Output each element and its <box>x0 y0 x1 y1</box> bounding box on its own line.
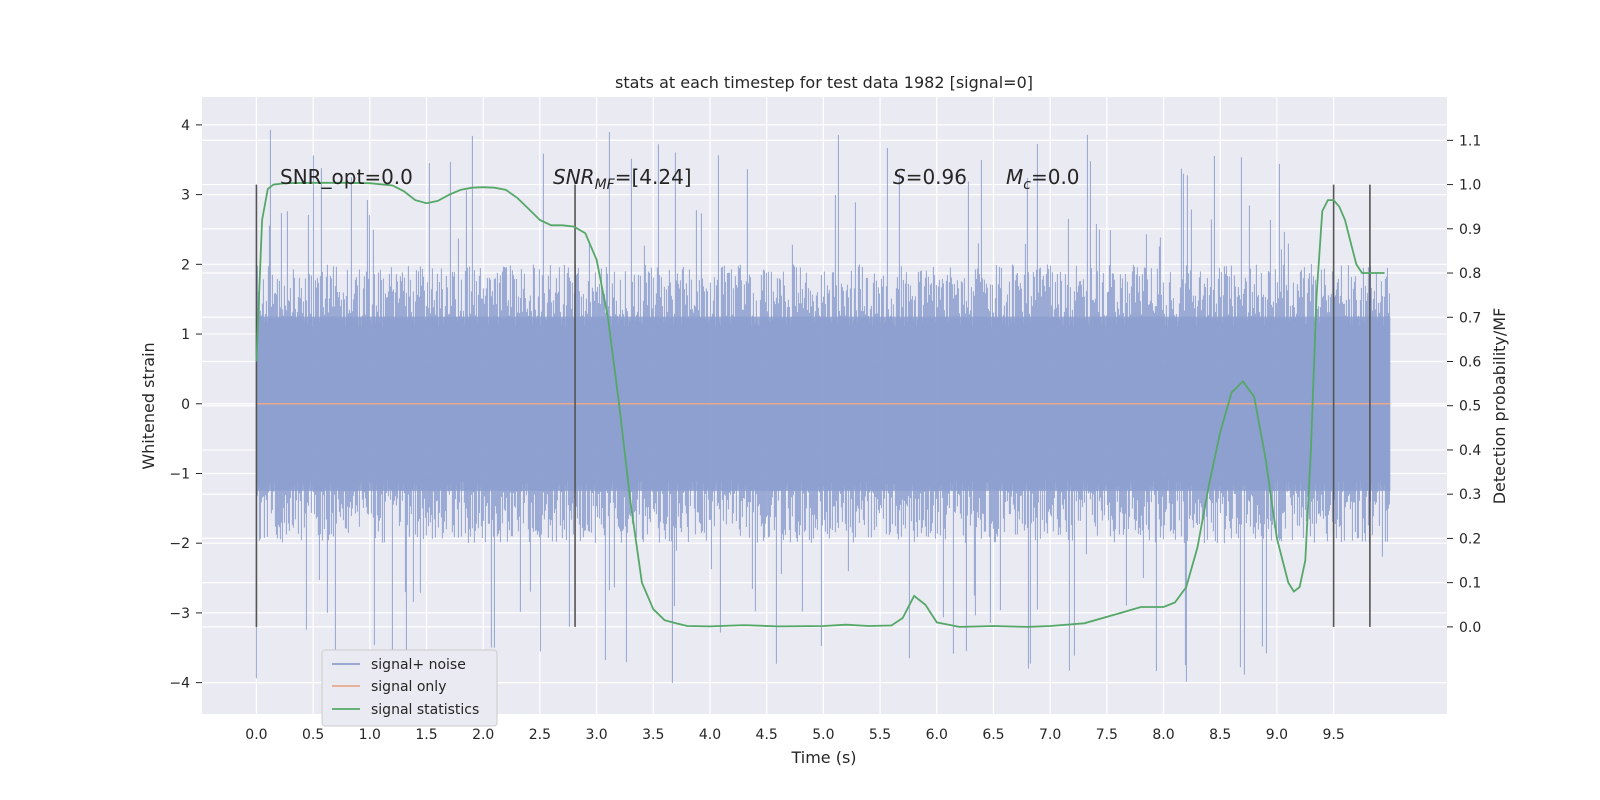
legend-box <box>321 649 498 727</box>
y2-tick-label: 1.1 <box>1459 133 1481 149</box>
y2-tick-label: 0.0 <box>1459 620 1481 636</box>
y-tick-label: 4 <box>181 118 190 134</box>
x-tick-label: 5.5 <box>869 727 891 743</box>
x-tick-label: 3.5 <box>642 727 664 743</box>
y2-tick-label: 0.6 <box>1459 354 1481 370</box>
annotation-snr-mf: SNRMF=[4.24] <box>553 165 692 193</box>
y-tick-label: −1 <box>169 466 190 482</box>
legend-label-signal-only: signal only <box>371 679 446 695</box>
annotation-s: S=0.96 <box>893 165 967 189</box>
x-tick-label: 1.5 <box>415 727 437 743</box>
x-tick-label: 2.0 <box>472 727 494 743</box>
y2-tick-label: 0.3 <box>1459 487 1481 503</box>
y-tick-label: −4 <box>169 676 190 692</box>
x-tick-label: 9.5 <box>1322 727 1344 743</box>
legend-label-signal-noise: signal+ noise <box>371 657 466 673</box>
y2-axis-ticks: 1.1 1.0 0.9 0.8 0.7 0.6 0.5 0.4 0.3 0.2 0.1 0.0 <box>1447 133 1481 636</box>
y-tick-label: −2 <box>169 536 190 552</box>
x-tick-label: 3.0 <box>585 727 607 743</box>
x-tick-label: 8.5 <box>1209 727 1231 743</box>
y-tick-label: 3 <box>181 188 190 204</box>
signal-statistics-line <box>255 181 1385 628</box>
y-tick-label: −3 <box>169 606 190 622</box>
vertical-markers <box>255 184 1371 627</box>
x-axis-ticks: 0.0 0.5 1.0 1.5 2.0 2.5 3.0 3.5 4.0 4.5 5.0 5.5 6.0 6… <box>245 727 1344 743</box>
x-tick-label: 6.5 <box>982 727 1004 743</box>
x-tick-label: 1.0 <box>359 727 381 743</box>
x-tick-label: 4.0 <box>699 727 721 743</box>
x-tick-label: 5.0 <box>812 727 834 743</box>
x-tick-label: 2.5 <box>529 727 551 743</box>
x-tick-label: 6.0 <box>926 727 948 743</box>
s-value: =0.96 <box>906 165 967 189</box>
signal-noise-series <box>255 129 1391 683</box>
annotation-mc: Mc=0.0 <box>1006 165 1080 193</box>
mc-symbol: M <box>1006 165 1023 189</box>
y-tick-label: 0 <box>181 397 190 413</box>
snr-mf-value: =[4.24] <box>615 165 692 189</box>
snr-mf-subscript: MF <box>595 177 616 193</box>
legend: signal+ noise signal only signal statist… <box>321 649 498 727</box>
mc-value: =0.0 <box>1031 165 1080 189</box>
y-tick-label: 2 <box>181 257 190 273</box>
y2-tick-label: 0.8 <box>1459 266 1481 282</box>
x-tick-label: 7.0 <box>1039 727 1061 743</box>
y2-tick-label: 0.5 <box>1459 399 1481 415</box>
y2-tick-label: 0.2 <box>1459 531 1481 547</box>
y2-tick-label: 0.1 <box>1459 576 1481 592</box>
legend-label-signal-statistics: signal statistics <box>371 702 479 718</box>
y2-tick-label: 0.4 <box>1459 443 1481 459</box>
y2-tick-label: 0.9 <box>1459 222 1481 238</box>
y2-axis-label: Detection probability/MF <box>1490 308 1509 505</box>
y2-tick-label: 0.7 <box>1459 310 1481 326</box>
snr-mf-symbol: SNR <box>553 165 595 189</box>
x-tick-label: 9.0 <box>1266 727 1288 743</box>
annotation-snr-opt: SNR_opt=0.0 <box>280 165 413 189</box>
mc-subscript: c <box>1023 177 1031 193</box>
y2-tick-label: 1.0 <box>1459 178 1481 194</box>
x-tick-label: 4.5 <box>756 727 778 743</box>
s-symbol: S <box>893 165 906 189</box>
x-tick-label: 7.5 <box>1096 727 1118 743</box>
y-tick-label: 1 <box>181 327 190 343</box>
y-axis-ticks: 4 3 2 1 0 −1 −2 −3 −4 <box>169 118 202 692</box>
x-tick-label: 0.0 <box>245 727 267 743</box>
x-tick-label: 8.0 <box>1152 727 1174 743</box>
chart-title: stats at each timestep for test data 198… <box>615 73 1033 92</box>
x-axis-label: Time (s) <box>790 748 856 767</box>
x-tick-label: 0.5 <box>302 727 324 743</box>
y-axis-label: Whitened strain <box>139 342 158 469</box>
